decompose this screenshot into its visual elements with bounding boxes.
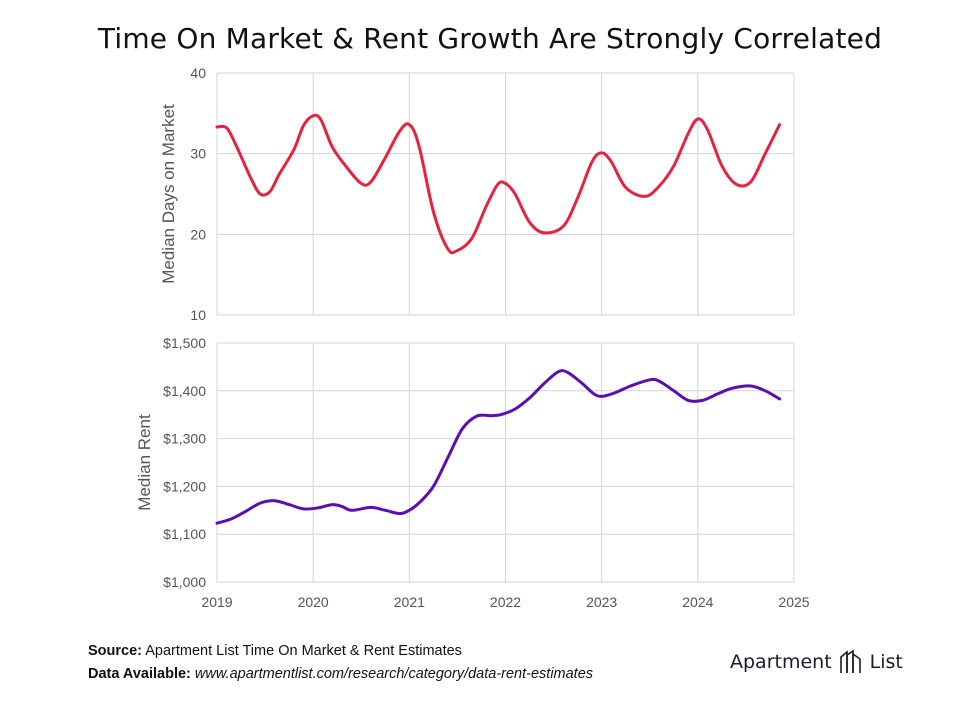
x-tick-label: 2020 xyxy=(298,594,329,610)
y-axis-label: Median Days on Market xyxy=(159,104,178,284)
series-line-rent xyxy=(215,369,782,525)
y-tick-label: $1,000 xyxy=(163,574,206,590)
series-line-dom xyxy=(215,113,782,255)
chart-area: 10 20 30 40 Median Days on Market $1,000 $1,10… xyxy=(135,65,810,610)
data-available-line: Data Available: www.apartmentlist.com/re… xyxy=(88,666,593,682)
source-label: Source: xyxy=(88,643,142,659)
x-tick-label: 2019 xyxy=(201,594,232,610)
y-tick-label: $1,500 xyxy=(163,335,206,351)
x-tick-label: 2024 xyxy=(682,594,713,610)
y-tick-label: $1,100 xyxy=(163,526,206,542)
logo-word-right: List xyxy=(869,651,903,673)
y-tick-label: 10 xyxy=(190,307,206,323)
data-available-label: Data Available: xyxy=(88,666,191,682)
data-available-link[interactable]: www.apartmentlist.com/research/category/… xyxy=(194,666,594,682)
chart-title: Time On Market & Rent Growth Are Strongl… xyxy=(97,22,883,55)
y-tick-label: $1,200 xyxy=(163,478,206,494)
source-text: Apartment List Time On Market & Rent Est… xyxy=(145,643,462,659)
source-line: Source: Apartment List Time On Market & … xyxy=(88,643,462,659)
panel-rent: $1,000 $1,100 $1,200 $1,300 $1,400 $1,500 Medi… xyxy=(135,335,810,610)
y-tick-label: 40 xyxy=(190,65,206,81)
x-tick-label: 2022 xyxy=(490,594,521,610)
y-axis-label: Median Rent xyxy=(135,414,154,511)
panel-dom: 10 20 30 40 Median Days on Market xyxy=(159,65,795,323)
apartment-list-logo: Apartment List xyxy=(730,649,903,675)
building-logo-icon xyxy=(839,649,861,673)
y-tick-label: $1,400 xyxy=(163,383,206,399)
y-tick-label: $1,300 xyxy=(163,431,206,447)
y-tick-label: 30 xyxy=(190,146,206,162)
y-tick-label: 20 xyxy=(190,226,206,242)
x-tick-label: 2023 xyxy=(586,594,617,610)
x-tick-label: 2021 xyxy=(394,594,425,610)
x-tick-label: 2025 xyxy=(778,594,809,610)
logo-word-left: Apartment xyxy=(730,651,832,673)
